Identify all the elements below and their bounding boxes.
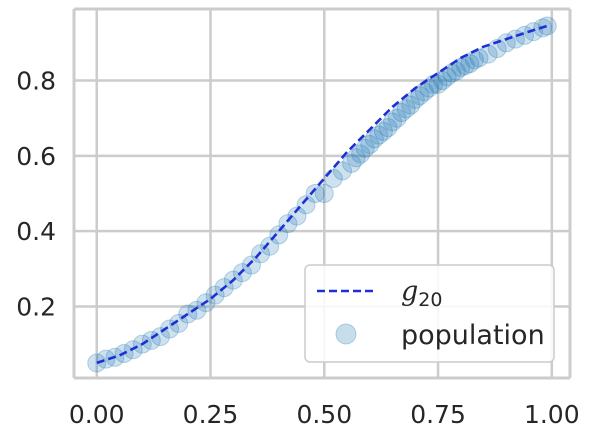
axes-frame <box>72 7 572 380</box>
population-point <box>428 74 448 94</box>
x-tick-label: 0.50 <box>296 400 352 429</box>
population-point <box>187 300 207 320</box>
population-point <box>278 214 298 234</box>
population-point <box>405 89 425 109</box>
population-point <box>351 144 371 164</box>
population-point <box>410 86 430 106</box>
x-tick-label: 0.75 <box>410 400 466 429</box>
population-point <box>401 95 421 115</box>
population-point <box>387 108 407 128</box>
population-point <box>269 225 289 245</box>
population-point <box>364 129 384 149</box>
population-point <box>537 16 557 36</box>
population-point <box>342 153 362 173</box>
tick-labels: 0.00 0.25 0.50 0.75 1.00 0.2 0.4 0.6 0.8 <box>16 67 579 429</box>
legend: g20 population <box>304 264 555 363</box>
g20-line <box>96 24 548 365</box>
population-point <box>373 121 393 141</box>
population-point <box>296 195 316 215</box>
population-point <box>433 71 453 91</box>
population-point <box>241 255 261 275</box>
population-point <box>332 161 352 181</box>
legend-marker-label: population <box>401 320 545 351</box>
legend-line-label-main: g <box>401 276 418 307</box>
legend-box <box>304 264 555 363</box>
g20-series <box>96 24 548 365</box>
x-tick-label: 0.00 <box>69 400 125 429</box>
population-point <box>524 22 544 42</box>
population-point <box>260 236 280 256</box>
population-point <box>469 48 489 68</box>
population-point <box>360 135 380 155</box>
population-point <box>383 112 403 132</box>
legend-line-label-subscript: 20 <box>418 289 442 311</box>
population-point <box>378 118 398 138</box>
population-point <box>396 99 416 119</box>
population-point <box>169 313 189 333</box>
population-point <box>96 349 116 369</box>
y-tick-label: 0.8 <box>16 67 56 96</box>
population-point <box>487 39 507 59</box>
x-tick-label: 1.00 <box>524 400 580 429</box>
legend-line-label: g20 <box>401 276 442 311</box>
population-point <box>346 148 366 168</box>
population-point <box>87 353 107 373</box>
y-tick-label: 0.4 <box>16 217 56 246</box>
x-tick-label: 0.25 <box>183 400 239 429</box>
population-point <box>287 206 307 226</box>
population-point <box>355 138 375 158</box>
population-point <box>460 54 480 74</box>
legend-marker-swatch <box>335 323 357 345</box>
population-point <box>369 125 389 145</box>
population-point <box>392 103 412 123</box>
y-tick-label: 0.6 <box>16 142 56 171</box>
population-series <box>87 16 557 373</box>
population-point <box>305 184 325 203</box>
population-point <box>314 184 334 203</box>
y-tick-label: 0.2 <box>16 292 56 321</box>
